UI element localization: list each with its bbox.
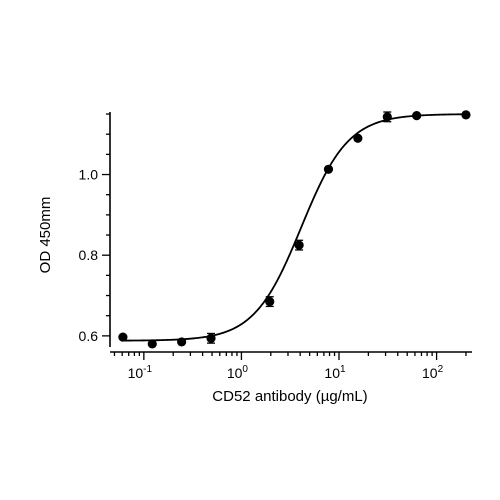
data-point [323, 164, 334, 174]
x-tick-label: 100 [227, 364, 249, 381]
x-tick-label: 101 [324, 364, 346, 381]
data-point [118, 332, 128, 342]
data-point [412, 111, 422, 121]
y-tick-label: 0.8 [79, 247, 99, 263]
y-tick-label: 1.0 [79, 167, 99, 183]
data-point [265, 296, 275, 307]
data-point [294, 240, 304, 250]
data-point [206, 333, 216, 343]
data-point [461, 110, 471, 120]
x-axis-title: CD52 antibody (µg/mL) [212, 388, 367, 405]
data-point [147, 339, 157, 349]
data-point [177, 337, 187, 347]
data-point [353, 133, 363, 143]
x-tick-label: 102 [422, 364, 444, 381]
data-point [382, 112, 392, 122]
fit-curve [122, 113, 466, 342]
x-tick-label: 10-1 [128, 364, 153, 381]
y-axis-title: OD 450mm [37, 197, 54, 274]
y-tick-label: 0.6 [79, 328, 99, 344]
